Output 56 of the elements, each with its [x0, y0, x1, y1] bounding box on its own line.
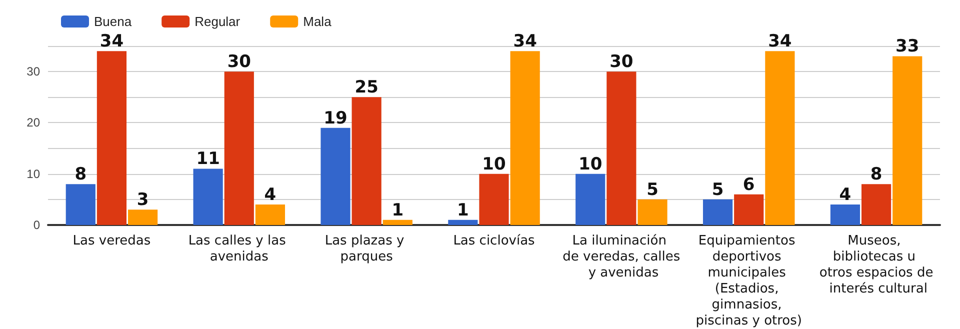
x-tick-label: Las veredas: [72, 234, 151, 248]
data-label: 8: [870, 164, 882, 185]
bar: [448, 220, 478, 225]
x-tick-label: Las plazas y parques: [324, 234, 408, 264]
data-label: 10: [578, 154, 602, 174]
bar: [861, 184, 892, 225]
x-tick-label: Equipamientos deportivos municipales (Estadios, gimnasios, piscinas y otros): [696, 234, 802, 328]
data-label: 34: [768, 32, 792, 52]
data-label: 25: [354, 78, 378, 98]
bar: [510, 51, 540, 225]
bar: [382, 220, 412, 225]
data-label: 34: [513, 32, 538, 52]
y-tick-label: 0: [33, 218, 40, 232]
bar: [576, 174, 606, 225]
legend-label: Regular: [194, 14, 241, 29]
data-label: 5: [712, 180, 724, 200]
x-tick-label: Las calles y las avenidas: [188, 234, 290, 264]
data-label: 1: [392, 200, 404, 220]
bar: [352, 97, 382, 225]
legend-label: Buena: [94, 14, 132, 29]
data-label: 4: [839, 185, 852, 206]
data-label: 34: [100, 32, 124, 52]
data-label: 3: [136, 190, 149, 210]
y-tick-label: 20: [26, 116, 40, 130]
bar: [96, 51, 127, 225]
data-label: 8: [74, 164, 87, 185]
bar: [255, 204, 286, 225]
bar: [702, 199, 733, 225]
data-label: 4: [264, 185, 276, 206]
bar: [606, 72, 636, 225]
bar: [638, 199, 668, 225]
x-tick-label: Museos, bibliotecas u otros espacios de interés cultural: [819, 234, 934, 296]
data-label: 33: [896, 36, 920, 57]
data-label: 11: [196, 149, 220, 170]
data-label: 5: [646, 180, 658, 200]
data-label: 1: [457, 200, 469, 220]
data-label: 30: [610, 52, 634, 72]
bar: [479, 174, 509, 225]
data-label: 19: [324, 108, 348, 128]
bar: [66, 184, 96, 225]
bar: [892, 56, 922, 225]
bar: [320, 128, 350, 225]
bar: [830, 204, 860, 225]
bar: [734, 194, 764, 225]
data-label: 6: [742, 174, 755, 195]
bar: [765, 51, 795, 225]
x-tick-label: Las ciclovías: [453, 234, 536, 248]
data-label: 30: [227, 52, 252, 72]
bar: [224, 72, 254, 225]
y-tick-label: 10: [26, 166, 40, 181]
x-tick-label: La iluminación de veredas, calles y avenidas: [562, 234, 680, 280]
bar: [128, 210, 158, 225]
bar: [193, 168, 223, 225]
data-label: 10: [482, 154, 506, 174]
y-tick-label: 30: [26, 64, 40, 79]
legend-label: Mala: [303, 14, 332, 29]
